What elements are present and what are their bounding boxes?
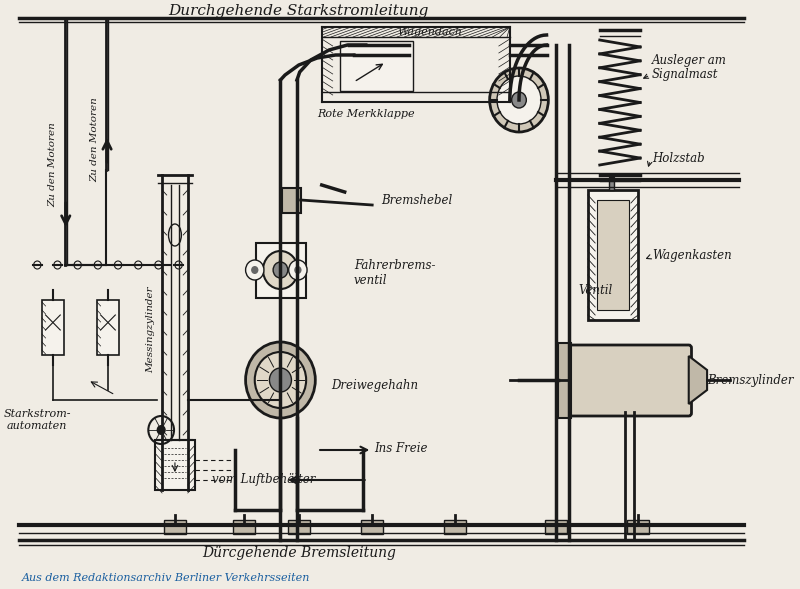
Text: Signalmast: Signalmast — [652, 68, 718, 81]
Bar — [545, 520, 566, 534]
Text: Messingzylinder: Messingzylinder — [146, 287, 154, 373]
Bar — [233, 520, 254, 534]
Circle shape — [254, 352, 306, 408]
Bar — [288, 520, 310, 534]
Text: Durchgehende Starkstromleitung: Durchgehende Starkstromleitung — [169, 4, 429, 18]
Text: Wagendach: Wagendach — [397, 27, 462, 37]
Text: Ins Freie: Ins Freie — [374, 442, 427, 455]
Bar — [588, 190, 638, 320]
Circle shape — [263, 251, 298, 289]
Bar — [256, 243, 306, 298]
Text: ventil: ventil — [354, 273, 387, 286]
Bar — [282, 188, 301, 213]
Text: Bremshebel: Bremshebel — [382, 194, 453, 207]
Text: Ausleger am: Ausleger am — [652, 54, 727, 67]
FancyBboxPatch shape — [566, 345, 691, 416]
Circle shape — [490, 68, 548, 132]
Text: Dürcgehende Bremsleitung: Dürcgehende Bremsleitung — [202, 546, 396, 560]
Circle shape — [246, 260, 264, 280]
Text: Wagenkasten: Wagenkasten — [652, 249, 732, 262]
Text: Starkstrom-
automaten: Starkstrom- automaten — [3, 409, 71, 431]
Text: Ventil: Ventil — [578, 283, 613, 296]
Bar — [597, 200, 629, 310]
Text: vom Luftbehälter: vom Luftbehälter — [212, 474, 315, 487]
Circle shape — [289, 260, 307, 280]
Circle shape — [512, 92, 526, 108]
Bar — [42, 300, 64, 355]
Text: Aus dem Redaktionsarchiv Berliner Verkehrsseiten: Aus dem Redaktionsarchiv Berliner Verkeh… — [22, 573, 310, 583]
Bar — [627, 520, 650, 534]
Text: Holzstab: Holzstab — [652, 151, 705, 164]
Text: Fahrerbrems-: Fahrerbrems- — [354, 259, 435, 272]
Circle shape — [497, 76, 541, 124]
Bar — [164, 520, 186, 534]
Text: Bremszylinder: Bremszylinder — [707, 373, 794, 386]
Bar — [361, 520, 383, 534]
Text: Zu den Motoren: Zu den Motoren — [90, 98, 100, 183]
Bar — [340, 41, 414, 91]
Circle shape — [157, 425, 166, 435]
Bar — [609, 177, 614, 190]
Circle shape — [294, 266, 302, 274]
Circle shape — [270, 368, 291, 392]
Polygon shape — [689, 356, 707, 404]
Text: Zu den Motoren: Zu den Motoren — [49, 123, 58, 207]
Bar — [558, 343, 571, 418]
Bar — [154, 440, 195, 490]
Text: Rote Merkklappe: Rote Merkklappe — [317, 109, 414, 119]
Circle shape — [273, 262, 288, 278]
Circle shape — [246, 342, 315, 418]
Text: Dreiwegehahn: Dreiwegehahn — [331, 379, 418, 392]
Bar — [444, 520, 466, 534]
Circle shape — [251, 266, 258, 274]
Bar — [97, 300, 119, 355]
